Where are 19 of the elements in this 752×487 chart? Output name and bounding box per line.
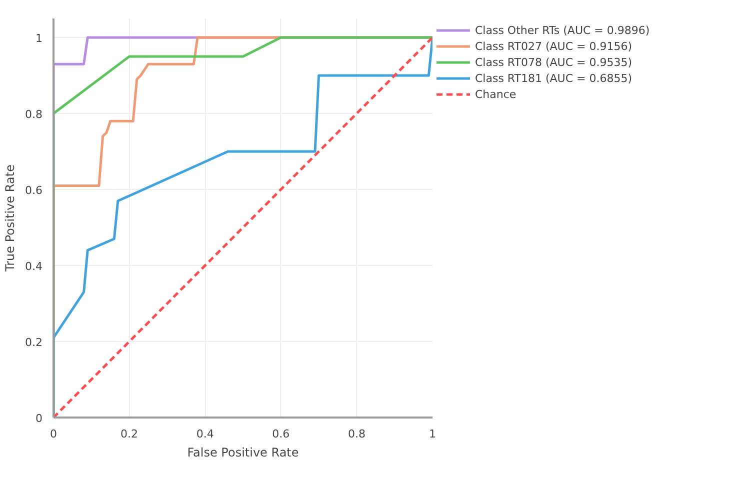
legend-label: Class Other RTs (AUC = 0.9896) <box>475 22 650 38</box>
x-tick-label: 0.6 <box>272 428 290 440</box>
x-tick-label: 1 <box>429 428 436 440</box>
legend-label: Chance <box>475 86 516 102</box>
legend-label: Class RT027 (AUC = 0.9156) <box>475 38 632 54</box>
y-tick-label: 0.8 <box>25 108 43 121</box>
legend-label: Class RT078 (AUC = 0.9535) <box>475 54 632 70</box>
y-tick-label: 0.4 <box>25 260 43 273</box>
x-tick-label: 0 <box>50 428 57 440</box>
x-tick-label: 0.4 <box>196 428 214 440</box>
x-tick-label: 0.2 <box>120 428 138 440</box>
y-tick-label: 0.2 <box>25 336 43 349</box>
y-tick-label: 1 <box>36 32 42 45</box>
y-tick-label: 0 <box>36 412 42 425</box>
y-tick-label: 0.6 <box>25 184 43 197</box>
legend-label: Class RT181 (AUC = 0.6855) <box>475 70 632 86</box>
x-axis-title: False Positive Rate <box>187 446 299 460</box>
x-tick-label: 0.8 <box>348 428 366 440</box>
y-axis-title: True Positive Rate <box>3 164 18 272</box>
